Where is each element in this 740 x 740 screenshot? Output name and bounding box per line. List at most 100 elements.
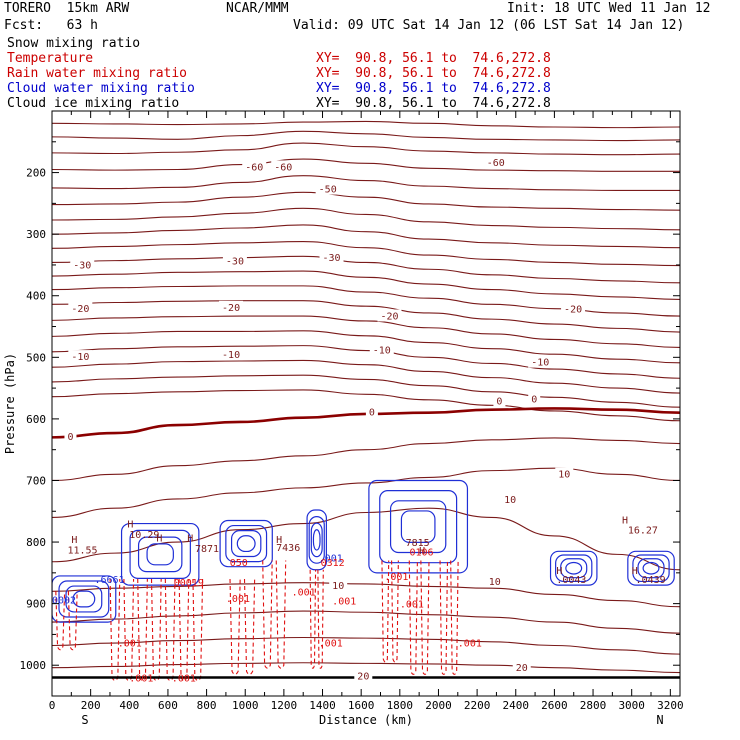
field-temperature-label: Temperature — [7, 51, 94, 66]
rain-annotation: .001 — [384, 572, 408, 583]
temperature-label: -10 — [71, 352, 89, 363]
contour-label-bg — [561, 302, 586, 315]
contour-label-bg — [329, 579, 348, 592]
temperature-label: -60 — [245, 162, 263, 173]
field-cloud-ice-label: Cloud ice mixing ratio — [7, 96, 180, 111]
temperature-label: -50 — [319, 185, 337, 196]
x-tick-label: 2600 — [541, 699, 568, 712]
rain-annotation: .001 — [226, 594, 250, 605]
high-annotation: H — [71, 535, 77, 546]
temperature-contour — [52, 130, 680, 142]
rain-annotation: 050 — [230, 558, 248, 569]
y-tick-label: 1000 — [20, 659, 47, 672]
x-tick-label: 2000 — [425, 699, 452, 712]
cloud-water-contour — [549, 550, 598, 586]
temperature-label: -20 — [71, 304, 89, 315]
temperature-label: -20 — [564, 305, 582, 316]
temperature-contour — [52, 610, 680, 634]
contour-label-bg — [68, 350, 93, 363]
temperature-contour — [52, 175, 680, 191]
temperature-contour — [52, 636, 680, 655]
rain-contour — [109, 578, 121, 682]
cloud-water-contour — [146, 543, 174, 566]
contour-label-bg — [555, 467, 574, 480]
high-annotation: 11.55 — [67, 545, 97, 556]
temperature-contour — [52, 389, 680, 422]
rain-annotation: .001 — [400, 600, 424, 611]
rain-annotation: 0106 — [409, 547, 433, 558]
cloud-water-contour — [368, 479, 469, 574]
temperature-contour — [52, 142, 680, 156]
cloud-water-contour — [560, 558, 588, 579]
contour-label-bg — [315, 182, 340, 195]
high-annotation: H — [276, 535, 282, 546]
contour-label-bg — [512, 661, 531, 674]
temperature-label: -60 — [274, 162, 292, 173]
contour-label-bg — [377, 309, 402, 322]
contour-label-bg — [483, 156, 508, 169]
y-tick-label: 200 — [26, 167, 46, 180]
cloud-water-contour — [379, 490, 458, 564]
cloud-water-contour — [58, 580, 110, 618]
high-annotation: H — [187, 534, 193, 545]
contour-label-bg — [68, 302, 93, 315]
x-tick-label: 1200 — [271, 699, 298, 712]
contour-label-bg — [365, 405, 378, 418]
contour-labels: -60 -60 -60 -50 -30 -30 -30 -20 -20 -20 -20 -10 -10 -… — [52, 156, 666, 685]
north-endpoint-label: N — [656, 713, 663, 727]
rain-contour — [192, 578, 204, 682]
x-tick-label: 2800 — [580, 699, 607, 712]
cloud-water-contour — [219, 519, 273, 568]
temperature-label: 0 — [531, 395, 537, 406]
rain-contour — [391, 560, 399, 663]
field-rain-xy: XY= 90.8, 56.1 to 74.6,272.8 — [316, 66, 551, 81]
temperature-contour — [52, 270, 680, 300]
plot-frame — [51, 110, 681, 697]
x-tick-label: 2400 — [503, 699, 530, 712]
x-tick-label: 3200 — [657, 699, 684, 712]
south-endpoint-label: S — [81, 713, 88, 727]
temperature-contours — [52, 120, 680, 674]
temperature-contour — [52, 285, 680, 317]
cloud-water-contour — [65, 585, 103, 613]
rain-contour — [262, 560, 273, 669]
rain-annotation: 0312 — [321, 558, 345, 569]
rain-contour — [381, 560, 390, 663]
contour-label-bg — [242, 160, 267, 173]
valid-time: Valid: 09 UTC Sat 14 Jan 12 (06 LST Sat … — [293, 18, 685, 33]
temperature-contour — [52, 582, 680, 608]
rain-contour — [243, 578, 256, 675]
init-time: Init: 18 UTC Wed 11 Jan 12 — [507, 1, 711, 16]
cloud-water-contour — [389, 500, 447, 554]
rain-contour — [450, 560, 459, 675]
contour-label-bg — [219, 300, 244, 313]
cloud-water-contour — [310, 522, 323, 558]
x-tick-label: 800 — [197, 699, 217, 712]
temperature-label: 0 — [496, 396, 502, 407]
cloud-water-contour — [120, 522, 200, 586]
x-tick-label: 600 — [158, 699, 178, 712]
x-axis-title: Distance (km) — [319, 713, 413, 727]
high-annotation: H — [556, 566, 562, 577]
contour-label-bg — [369, 343, 394, 356]
temperature-label: -10 — [531, 358, 549, 369]
cloud-annotation: .6661 — [95, 575, 125, 586]
x-tick-label: 1800 — [387, 699, 414, 712]
rain-contour — [55, 591, 66, 651]
temperature-contour — [52, 374, 680, 408]
high-annotation: H — [127, 520, 133, 531]
org-label: NCAR/MMM — [226, 1, 289, 16]
contour-label-bg — [528, 355, 553, 368]
rain-annotation: .001 — [118, 638, 142, 649]
high-annotation: 16.27 — [628, 526, 658, 537]
temperature-label: -30 — [226, 257, 244, 268]
y-tick-label: 400 — [26, 290, 46, 303]
contour-label-bg — [64, 430, 77, 443]
x-tick-label: 400 — [119, 699, 139, 712]
plot-area: -60 -60 -60 -50 -30 -30 -30 -20 -20 -20 -20 -10 -10 -… — [52, 120, 680, 685]
cloud-water-contour — [312, 529, 321, 551]
rain-contour — [408, 560, 418, 675]
x-axis: 0 200 400 600 800 1000 1200 1400 1600 1800 2000 220… — [49, 111, 684, 727]
field-cloud-water-xy: XY= 90.8, 56.1 to 74.6,272.8 — [316, 81, 551, 96]
